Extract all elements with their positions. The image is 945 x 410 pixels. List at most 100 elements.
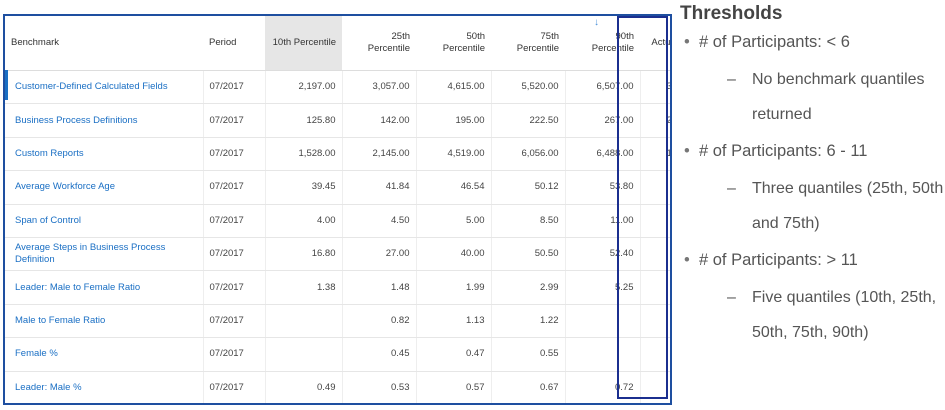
table-cell: 5.25: [564, 270, 640, 305]
benchmark-link[interactable]: Female %: [5, 337, 203, 372]
table-cell: 46.54: [415, 170, 491, 205]
column-header[interactable]: 10th Percentile: [265, 16, 342, 71]
table-cell: 0.29: [639, 337, 670, 372]
table-row: Span of Control 07/2017 4.00 4.50 5.00 8.50 11…: [5, 204, 670, 238]
column-header[interactable]: 50th Percentile: [416, 16, 491, 71]
thresholds-panel: Thresholds # of Participants: < 6No benc…: [680, 0, 945, 352]
benchmark-link[interactable]: Average Workforce Age: [5, 170, 203, 205]
threshold-detail: No benchmark quantiles returned: [680, 62, 945, 132]
table-row: Customer-Defined Calculated Fields 07/201…: [5, 70, 670, 105]
table-cell: 40.00: [415, 237, 491, 272]
table-cell: 4.00: [264, 204, 342, 238]
table-cell: 3,429.00: [639, 70, 670, 105]
table-cell: 41.84: [341, 170, 416, 205]
table-cell: 0.67: [490, 371, 565, 403]
row-selection-indicator: [5, 70, 8, 100]
table-cell: 07/2017: [202, 270, 265, 305]
benchmark-link[interactable]: Leader: Male %: [5, 371, 203, 403]
table-cell: 16.80: [264, 237, 342, 272]
table-cell: [564, 304, 640, 339]
table-cell: 0.57: [415, 371, 491, 403]
column-header[interactable]: 25th Percentile: [342, 16, 416, 71]
table-cell: 1.38: [264, 270, 342, 305]
table-cell: 3,057.00: [341, 70, 416, 105]
table-cell: 50.12: [490, 170, 565, 205]
threshold-item: # of Participants: > 11: [680, 243, 945, 278]
benchmark-link[interactable]: Custom Reports: [5, 137, 203, 172]
column-header[interactable]: 90th Percentile: [565, 16, 640, 71]
table-cell: 39.45: [264, 170, 342, 205]
table-cell: 2.96: [639, 237, 670, 272]
table-cell: 53.80: [564, 170, 640, 205]
table-cell: 4,615.00: [415, 70, 491, 105]
table-cell: 6,056.00: [490, 137, 565, 172]
threshold-item: # of Participants: < 6: [680, 25, 945, 60]
table-cell: 07/2017: [202, 204, 265, 238]
table-cell: 4.50: [341, 204, 416, 238]
table-cell: 1,937.00: [639, 137, 670, 172]
table-row: Leader: Male % 07/2017 0.49 0.53 0.57 0.67 0.7…: [5, 371, 670, 403]
table-cell: 1.22: [490, 304, 565, 339]
table-cell: [264, 337, 342, 372]
threshold-item: # of Participants: 6 - 11: [680, 134, 945, 169]
table-cell: 07/2017: [202, 170, 265, 205]
table-cell: [264, 304, 342, 339]
benchmark-table: Benchmark Period 10th Percentile 25th Perce…: [3, 14, 672, 405]
benchmark-link[interactable]: Male to Female Ratio: [5, 304, 203, 339]
table-cell: 4,519.00: [415, 137, 491, 172]
participants-highlight: [617, 16, 668, 399]
table-cell: 5,520.00: [490, 70, 565, 105]
sort-arrow[interactable]: ↓: [594, 17, 599, 28]
table-cell: 2,197.00: [264, 70, 342, 105]
table-cell: 1.48: [341, 270, 416, 305]
table-cell: 0.53: [341, 371, 416, 403]
table-cell: 6,488.00: [564, 137, 640, 172]
table-cell: 125.80: [264, 103, 342, 138]
table-cell: 19.58: [639, 204, 670, 238]
column-header[interactable]: 75th Percentile: [491, 16, 565, 71]
table-row: Leader: Male to Female Ratio 07/2017 1.38 1…: [5, 270, 670, 305]
table-cell: 5.00: [415, 204, 491, 238]
table-cell: 2.99: [490, 270, 565, 305]
column-header[interactable]: Period: [203, 16, 265, 71]
table-cell: 1.13: [415, 304, 491, 339]
table-cell: 07/2017: [202, 137, 265, 172]
benchmark-link[interactable]: Average Steps in Business Process Defini…: [5, 237, 203, 272]
table-cell: [564, 337, 640, 372]
table-cell: 07/2017: [202, 304, 265, 339]
table-cell: 1.99: [415, 270, 491, 305]
table-cell: 0.76: [639, 304, 670, 339]
benchmark-link[interactable]: Business Process Definitions: [5, 103, 203, 138]
benchmark-link[interactable]: Span of Control: [5, 204, 203, 238]
table-cell: 52.40: [564, 237, 640, 272]
table-cell: 11.00: [564, 204, 640, 238]
table-cell: 0.49: [264, 371, 342, 403]
benchmark-link[interactable]: Leader: Male to Female Ratio: [5, 270, 203, 305]
table-cell: 27.00: [341, 237, 416, 272]
table-cell: 1.30: [639, 270, 670, 305]
table-cell: 43.74: [639, 170, 670, 205]
threshold-detail: Five quantiles (10th, 25th, 50th, 75th, …: [680, 280, 945, 350]
threshold-list: # of Participants: < 6No benchmark quant…: [680, 25, 945, 350]
table-cell: 0.55: [490, 337, 565, 372]
table-cell: 07/2017: [202, 371, 265, 403]
table-row: Average Workforce Age 07/2017 39.45 41.84 46…: [5, 170, 670, 205]
threshold-detail: Three quantiles (25th, 50th and 75th): [680, 171, 945, 241]
column-header[interactable]: Actual Value: [640, 16, 670, 71]
table-cell: 0.47: [415, 337, 491, 372]
table-cell: 07/2017: [202, 70, 265, 105]
table-cell: 6,507.00: [564, 70, 640, 105]
table-cell: 0.45: [341, 337, 416, 372]
table-cell: 07/2017: [202, 237, 265, 272]
table-cell: 142.00: [341, 103, 416, 138]
table-cell: 2,145.00: [341, 137, 416, 172]
table-row: Business Process Definitions 07/2017 125.8…: [5, 103, 670, 138]
table-cell: 2,850.00: [639, 103, 670, 138]
column-header[interactable]: Benchmark: [5, 16, 203, 71]
table-cell: 07/2017: [202, 103, 265, 138]
benchmark-link[interactable]: Customer-Defined Calculated Fields: [5, 70, 203, 105]
table-cell: 195.00: [415, 103, 491, 138]
